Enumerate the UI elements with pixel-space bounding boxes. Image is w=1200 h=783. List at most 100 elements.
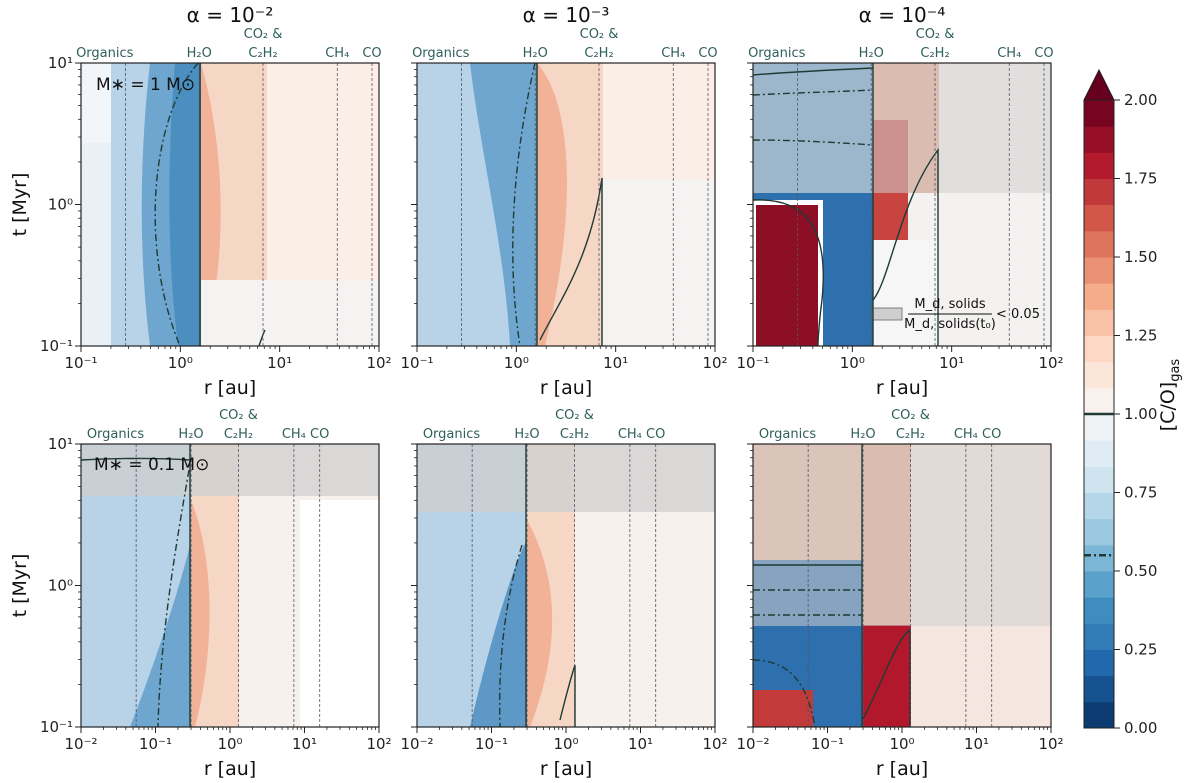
colorbar-tick-label-6: 1.50 [1124, 248, 1157, 266]
colorbar-label-main: [C/O] [1157, 382, 1179, 431]
panel-2-xtick-label-2: 10¹ [939, 354, 964, 372]
panel-2-snowline-label-3: CH₄ [997, 46, 1021, 61]
colorbar-level-18 [1084, 230, 1114, 258]
panel-3-ytick-label-0: 10⁻¹ [40, 718, 73, 736]
panel-1-xtick-label-3: 10² [702, 354, 727, 372]
colorbar-level-3 [1084, 623, 1114, 650]
panel-1-snowline-label-3: CH₄ [661, 46, 685, 61]
panel-5-snowline-label-2-b: C₂H₂ [896, 427, 925, 442]
panel-0-snowline-label-4: CO [362, 46, 381, 61]
colorbar-label: [C/O]gas [1157, 359, 1183, 432]
panel-1-xlabel: r [au] [540, 377, 592, 399]
panel-3-xlabel: r [au] [204, 758, 256, 780]
panel-2-snowline-label-4: CO [1034, 46, 1053, 61]
colorbar-level-9 [1084, 466, 1114, 493]
panel-3-xtick-label-0: 10⁻² [64, 735, 97, 753]
panel-bottom-left [81, 444, 379, 727]
panel-4-snowline-label-1: H₂O [514, 427, 539, 442]
panel-3-snowline-label-0: Organics [87, 427, 145, 442]
panel-4-xtick-label-4: 10² [702, 735, 727, 753]
colorbar-level-23 [1084, 100, 1114, 127]
colorbar-level-2 [1084, 649, 1114, 677]
panel-0-ytick-label-0: 10⁻¹ [40, 337, 73, 355]
colorbar-level-20 [1084, 178, 1114, 206]
panel-2-xlabel: r [au] [876, 377, 928, 399]
panel-3-snowline-label-3: CH₄ [282, 427, 306, 442]
panel-bottom-right [753, 444, 1051, 727]
panel-5-xlabel: r [au] [876, 758, 928, 780]
panel-0-xlabel: r [au] [204, 377, 256, 399]
panel-0-ylabel: t [Myr] [9, 173, 31, 237]
panel-4-xtick-label-2: 10⁰ [553, 735, 578, 753]
panel-5-snowline-label-3: CH₄ [954, 427, 978, 442]
panel-bottom-left-contours [81, 444, 191, 727]
colorbar-level-15 [1084, 309, 1114, 336]
panel-4-snowline-label-2-a: CO₂ & [555, 408, 594, 423]
title-alpha-1e-4: α = 10⁻⁴ [859, 3, 946, 27]
title-alpha-1e-3: α = 10⁻³ [523, 3, 610, 27]
mass-ratio-condition: < 0.05 [996, 307, 1040, 322]
colorbar-label-sub: gas [1168, 359, 1183, 382]
panel-4-xtick-label-3: 10¹ [628, 735, 653, 753]
colorbar-tick-label-8: 2.00 [1124, 91, 1157, 109]
panel-0-xtick-label-0: 10⁻¹ [64, 354, 97, 372]
colorbar-extend-max [1083, 68, 1115, 101]
panel-2-snowline-label-2-b: C₂H₂ [920, 46, 949, 61]
generated-layer: Organics H₂O CO₂ & C₂H₂ CH₄ CO 10⁻¹ 10⁰ 10¹ 10² 10… [9, 27, 1157, 780]
colorbar-level-10 [1084, 440, 1114, 467]
colorbar-level-8 [1084, 492, 1114, 520]
panel-4-xlabel: r [au] [540, 758, 592, 780]
colorbar-tick-label-0: 0.00 [1124, 719, 1157, 737]
mass-ratio-numerator: M_d, solids [914, 297, 985, 312]
panel-1-snowline-label-0: Organics [412, 46, 470, 61]
panel-4-snowline-label-3: CH₄ [618, 427, 642, 442]
colorbar-level-17 [1084, 257, 1114, 284]
colorbar-level-6 [1084, 544, 1114, 572]
panel-0-ytick-label-1: 10⁰ [48, 196, 73, 214]
colorbar-tick-label-4: 1.00 [1124, 405, 1157, 423]
panel-2-snowline-label-1: H₂O [859, 46, 884, 61]
panel-3-snowline-label-1: H₂O [178, 427, 203, 442]
panel-2-xtick-label-0: 10⁻¹ [736, 354, 769, 372]
colorbar-level-0 [1084, 701, 1114, 729]
panel-4-xtick-label-1: 10⁻¹ [475, 735, 508, 753]
panel-4-snowline-label-4: CO [646, 427, 665, 442]
colorbar-level-19 [1084, 204, 1114, 232]
panel-1-snowline-label-1: H₂O [523, 46, 548, 61]
stellar-mass-label-1: M∗ = 1 M⊙ [96, 75, 195, 95]
panel-5-xtick-label-1: 10⁻¹ [811, 735, 844, 753]
panel-2-xtick-label-1: 10⁰ [840, 354, 865, 372]
colorbar-level-22 [1084, 126, 1114, 153]
panel-top-left-contours [154, 63, 266, 346]
panel-3-xtick-label-3: 10¹ [292, 735, 317, 753]
panel-2-snowline-label-0: Organics [748, 46, 806, 61]
panel-0-ytick-label-2: 10¹ [48, 54, 73, 72]
panel-4-xtick-label-0: 10⁻² [400, 735, 433, 753]
panel-0-snowline-label-2-a: CO₂ & [244, 27, 283, 42]
stellar-mass-label-2: M∗ = 0.1 M⊙ [94, 455, 209, 475]
colorbar-level-12 [1084, 387, 1114, 415]
panel-0-snowline-label-0: Organics [76, 46, 134, 61]
panel-1-xtick-label-1: 10⁰ [504, 354, 529, 372]
panel-1-xtick-label-2: 10¹ [603, 354, 628, 372]
colorbar-level-1 [1084, 675, 1114, 703]
panel-1-snowline-label-2-a: CO₂ & [580, 27, 619, 42]
mass-ratio-legend: M_d, solids M_d, solids(t₀) < 0.05 [904, 297, 1040, 332]
colorbar-tick-label-3: 0.75 [1124, 484, 1157, 502]
colorbar-level-13 [1084, 361, 1114, 389]
panel-1-snowline-label-4: CO [698, 46, 717, 61]
panel-5-snowline-label-4: CO [982, 427, 1001, 442]
panel-top-right [753, 63, 1051, 346]
colorbar-tick-label-2: 0.50 [1124, 562, 1157, 580]
colorbar-tick-label-7: 1.75 [1124, 170, 1157, 188]
colorbar-tick-label-1: 0.25 [1124, 641, 1157, 659]
panel-1-xtick-label-0: 10⁻¹ [400, 354, 433, 372]
panel-0-xtick-label-1: 10⁰ [168, 354, 193, 372]
panel-5-xtick-label-2: 10⁰ [889, 735, 914, 753]
colorbar-level-14 [1084, 335, 1114, 363]
panel-top-right-contours [753, 63, 939, 346]
panel-4-snowline-label-0: Organics [423, 427, 481, 442]
panel-4-snowline-label-2-b: C₂H₂ [560, 427, 589, 442]
title-alpha-1e-2: α = 10⁻² [187, 3, 274, 27]
